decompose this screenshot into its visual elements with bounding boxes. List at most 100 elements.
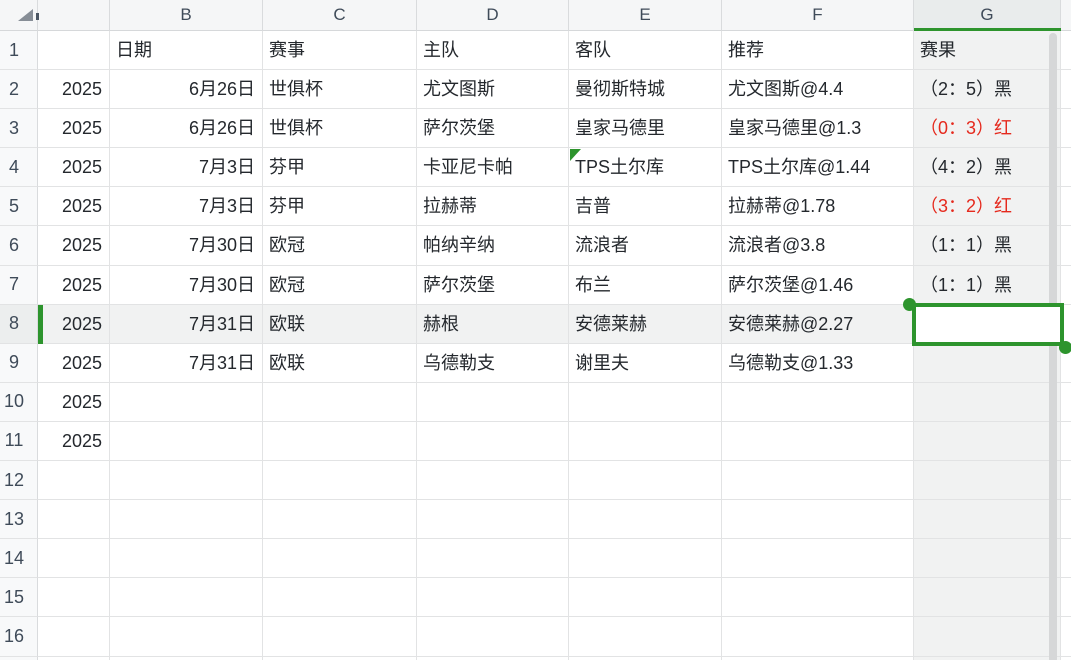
cell-E1[interactable]: 客队 bbox=[569, 31, 722, 71]
cell-A15[interactable] bbox=[38, 578, 110, 618]
row-header-11[interactable]: 11 bbox=[0, 421, 38, 462]
row-header-12[interactable]: 12 bbox=[0, 461, 38, 501]
cell-A12[interactable] bbox=[38, 461, 110, 501]
select-all-button[interactable] bbox=[0, 0, 38, 31]
cell-F7[interactable]: 萨尔茨堡@1.46 bbox=[722, 265, 914, 305]
cell-C9[interactable]: 欧联 bbox=[263, 343, 417, 383]
cell-G4[interactable]: （4：2）黑 bbox=[914, 148, 1061, 188]
cell-A4[interactable]: 2025 bbox=[38, 148, 110, 188]
cell-D2[interactable]: 尤文图斯 bbox=[417, 70, 569, 110]
cell-E14[interactable] bbox=[569, 539, 722, 579]
cell-D6[interactable]: 帕纳辛纳 bbox=[417, 226, 569, 266]
cell-C6[interactable]: 欧冠 bbox=[263, 226, 417, 266]
column-header-D[interactable]: D bbox=[417, 0, 569, 31]
cell-H3[interactable] bbox=[1061, 109, 1071, 149]
row-header-2[interactable]: 2 bbox=[0, 70, 38, 110]
cell-C14[interactable] bbox=[263, 539, 417, 579]
row-header-3[interactable]: 3 bbox=[0, 109, 38, 149]
cell-A3[interactable]: 2025 bbox=[38, 109, 110, 149]
cell-D14[interactable] bbox=[417, 539, 569, 579]
cell-G14[interactable] bbox=[914, 539, 1061, 579]
cell-F10[interactable] bbox=[722, 382, 914, 422]
cell-A14[interactable] bbox=[38, 539, 110, 579]
cell-D10[interactable] bbox=[417, 382, 569, 422]
cell-C12[interactable] bbox=[263, 461, 417, 501]
cell-F8[interactable]: 安德莱赫@2.27 bbox=[722, 304, 914, 344]
cell-G5[interactable]: （3：2）红 bbox=[914, 187, 1061, 227]
cell-D4[interactable]: 卡亚尼卡帕 bbox=[417, 148, 569, 188]
cell-E3[interactable]: 皇家马德里 bbox=[569, 109, 722, 149]
cell-B6[interactable]: 7月30日 bbox=[110, 226, 263, 266]
cell-H17[interactable] bbox=[1061, 656, 1071, 660]
cell-F3[interactable]: 皇家马德里@1.3 bbox=[722, 109, 914, 149]
cell-H14[interactable] bbox=[1061, 539, 1071, 579]
row-header-8[interactable]: 8 bbox=[0, 304, 38, 344]
cell-E17[interactable] bbox=[569, 656, 722, 660]
cell-H6[interactable] bbox=[1061, 226, 1071, 266]
cell-F13[interactable] bbox=[722, 500, 914, 540]
cell-E12[interactable] bbox=[569, 461, 722, 501]
cell-E4[interactable]: TPS土尔库 bbox=[569, 148, 722, 188]
cell-H12[interactable] bbox=[1061, 461, 1071, 501]
vertical-scrollbar[interactable] bbox=[1049, 33, 1057, 660]
cell-E10[interactable] bbox=[569, 382, 722, 422]
column-header-C[interactable]: C bbox=[263, 0, 417, 31]
cell-C15[interactable] bbox=[263, 578, 417, 618]
cell-H7[interactable] bbox=[1061, 265, 1071, 305]
cell-C16[interactable] bbox=[263, 617, 417, 657]
cell-A13[interactable] bbox=[38, 500, 110, 540]
cell-F16[interactable] bbox=[722, 617, 914, 657]
cell-F4[interactable]: TPS土尔库@1.44 bbox=[722, 148, 914, 188]
cell-H1[interactable] bbox=[1061, 31, 1071, 71]
row-header-1[interactable]: 1 bbox=[0, 31, 38, 71]
cell-A16[interactable] bbox=[38, 617, 110, 657]
cell-F14[interactable] bbox=[722, 539, 914, 579]
cell-A6[interactable]: 2025 bbox=[38, 226, 110, 266]
cell-B9[interactable]: 7月31日 bbox=[110, 343, 263, 383]
cell-B17[interactable] bbox=[110, 656, 263, 660]
cell-F1[interactable]: 推荐 bbox=[722, 31, 914, 71]
cell-B7[interactable]: 7月30日 bbox=[110, 265, 263, 305]
cell-B5[interactable]: 7月3日 bbox=[110, 187, 263, 227]
cell-H10[interactable] bbox=[1061, 382, 1071, 422]
cell-F12[interactable] bbox=[722, 461, 914, 501]
cell-A9[interactable]: 2025 bbox=[38, 343, 110, 383]
cell-D1[interactable]: 主队 bbox=[417, 31, 569, 71]
cell-C4[interactable]: 芬甲 bbox=[263, 148, 417, 188]
cell-G2[interactable]: （2：5）黑 bbox=[914, 70, 1061, 110]
column-header-sliver[interactable] bbox=[1061, 0, 1071, 31]
cell-A8[interactable]: 2025 bbox=[38, 304, 110, 344]
cell-E7[interactable]: 布兰 bbox=[569, 265, 722, 305]
cell-C1[interactable]: 赛事 bbox=[263, 31, 417, 71]
cell-E11[interactable] bbox=[569, 421, 722, 462]
cell-B14[interactable] bbox=[110, 539, 263, 579]
cell-G16[interactable] bbox=[914, 617, 1061, 657]
cell-H4[interactable] bbox=[1061, 148, 1071, 188]
cell-E2[interactable]: 曼彻斯特城 bbox=[569, 70, 722, 110]
cell-D3[interactable]: 萨尔茨堡 bbox=[417, 109, 569, 149]
selection-handle-top-left[interactable] bbox=[903, 298, 916, 311]
cell-D9[interactable]: 乌德勒支 bbox=[417, 343, 569, 383]
cell-A2[interactable]: 2025 bbox=[38, 70, 110, 110]
cell-G12[interactable] bbox=[914, 461, 1061, 501]
cell-C7[interactable]: 欧冠 bbox=[263, 265, 417, 305]
cell-C2[interactable]: 世俱杯 bbox=[263, 70, 417, 110]
column-header-G[interactable]: G bbox=[914, 0, 1061, 31]
cell-F17[interactable] bbox=[722, 656, 914, 660]
cell-G10[interactable] bbox=[914, 382, 1061, 422]
cell-G13[interactable] bbox=[914, 500, 1061, 540]
cell-B11[interactable] bbox=[110, 421, 263, 462]
cell-A17[interactable] bbox=[38, 656, 110, 660]
cell-B1[interactable]: 日期 bbox=[110, 31, 263, 71]
cell-D8[interactable]: 赫根 bbox=[417, 304, 569, 344]
cell-G3[interactable]: （0：3）红 bbox=[914, 109, 1061, 149]
cell-D5[interactable]: 拉赫蒂 bbox=[417, 187, 569, 227]
cell-H2[interactable] bbox=[1061, 70, 1071, 110]
cell-E16[interactable] bbox=[569, 617, 722, 657]
cell-H15[interactable] bbox=[1061, 578, 1071, 618]
cell-C10[interactable] bbox=[263, 382, 417, 422]
column-header-A[interactable] bbox=[38, 0, 110, 31]
row-header-5[interactable]: 5 bbox=[0, 187, 38, 227]
cell-E6[interactable]: 流浪者 bbox=[569, 226, 722, 266]
cell-C13[interactable] bbox=[263, 500, 417, 540]
